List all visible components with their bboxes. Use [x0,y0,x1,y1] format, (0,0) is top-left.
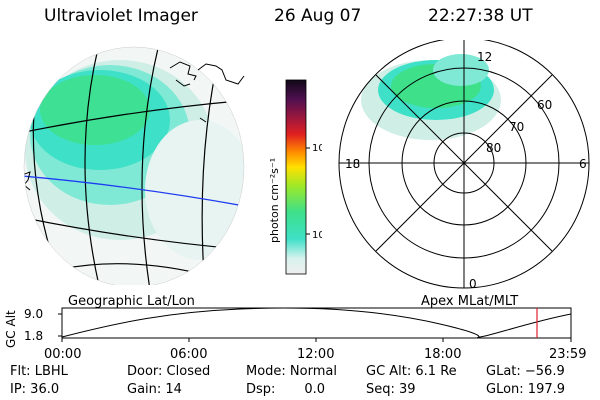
altitude-ytick-low: 1.8 [24,329,43,343]
altitude-curve [61,307,572,338]
right-panel-caption: Apex MLat/MLT [421,294,519,309]
door-info: Door: Closed [127,364,211,379]
altitude-xtick-1200: 12:00 [297,347,334,362]
altitude-xtick-0000: 00:00 [44,347,81,362]
altitude-xtick-1800: 18:00 [424,347,461,362]
time-label: 22:27:38 UT [428,6,533,26]
date-label: 26 Aug 07 [274,6,362,26]
altitude-ytick-high: 9.0 [24,307,43,321]
altitude-plot: GC Alt 9.0 1.8 00:00 06:00 12:00 18:00 2… [4,307,586,362]
altitude-xtick-0600: 06:00 [170,347,207,362]
mlat-label-80: 80 [486,141,501,155]
gain-info: Gain: 14 [127,382,182,397]
colorbar-tick-10: 10 [312,230,322,241]
mlat-label-70: 70 [509,120,524,134]
polar-plot: 12 18 6 0 60 70 80 [338,40,590,290]
mlt-label-6: 6 [579,157,587,171]
colorbar-label: photon cm⁻²s⁻¹ [268,158,281,243]
gc-alt-info: GC Alt: 6.1 Re [366,364,457,379]
mlt-label-0: 0 [469,277,477,290]
mlat-label-60: 60 [537,98,552,112]
meridian-line [24,174,244,208]
altitude-xtick-2359: 23:59 [549,347,586,362]
ip-info: IP: 36.0 [10,382,60,397]
dsp-info: Dsp: 0.0 [246,382,326,397]
glon-info: GLon: 197.9 [486,382,566,397]
left-panel-caption: Geographic Lat/Lon [68,294,195,309]
geographic-image [23,46,245,285]
instrument-title: Ultraviolet Imager [44,6,198,26]
filter-info: Flt: LBHL [10,364,68,379]
altitude-ylabel: GC Alt [4,310,18,348]
glat-info: GLat: −56.9 [486,364,565,379]
seq-info: Seq: 39 [366,382,416,397]
mlt-label-18: 18 [345,157,360,171]
mode-info: Mode: Normal [246,364,337,379]
colorbar-tick-100: 100 [312,143,322,154]
colorbar: 100 10 photon cm⁻²s⁻¹ [268,79,322,275]
mlt-label-12: 12 [477,50,492,64]
